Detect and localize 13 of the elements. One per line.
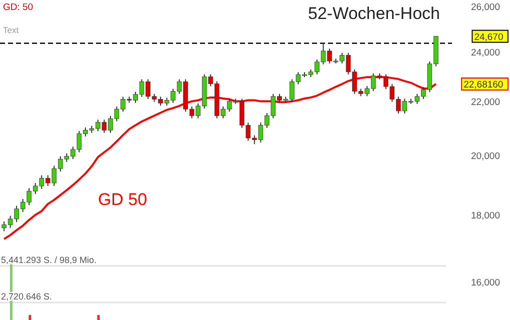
text: 22,68160	[464, 79, 504, 90]
y-tick-label: 24,000	[470, 47, 500, 58]
text: 24,670	[474, 32, 504, 43]
ref-line-label: 5,441.293 S. / 98,9 Mio.	[1, 254, 97, 265]
y-tick-label: 22,000	[470, 96, 500, 108]
annotation: GD: 50	[3, 2, 34, 13]
y-tick-label: 16,000	[470, 278, 500, 288]
y-tick-label: 18,000	[470, 210, 500, 222]
ref-line-label: 52-Wochen-Hoch	[308, 4, 440, 24]
y-tick-label: 26,000	[470, 2, 500, 14]
annotation: Text	[3, 25, 20, 35]
series-label: GD 50	[98, 190, 148, 210]
y-tick-label: 20,000	[470, 150, 500, 162]
